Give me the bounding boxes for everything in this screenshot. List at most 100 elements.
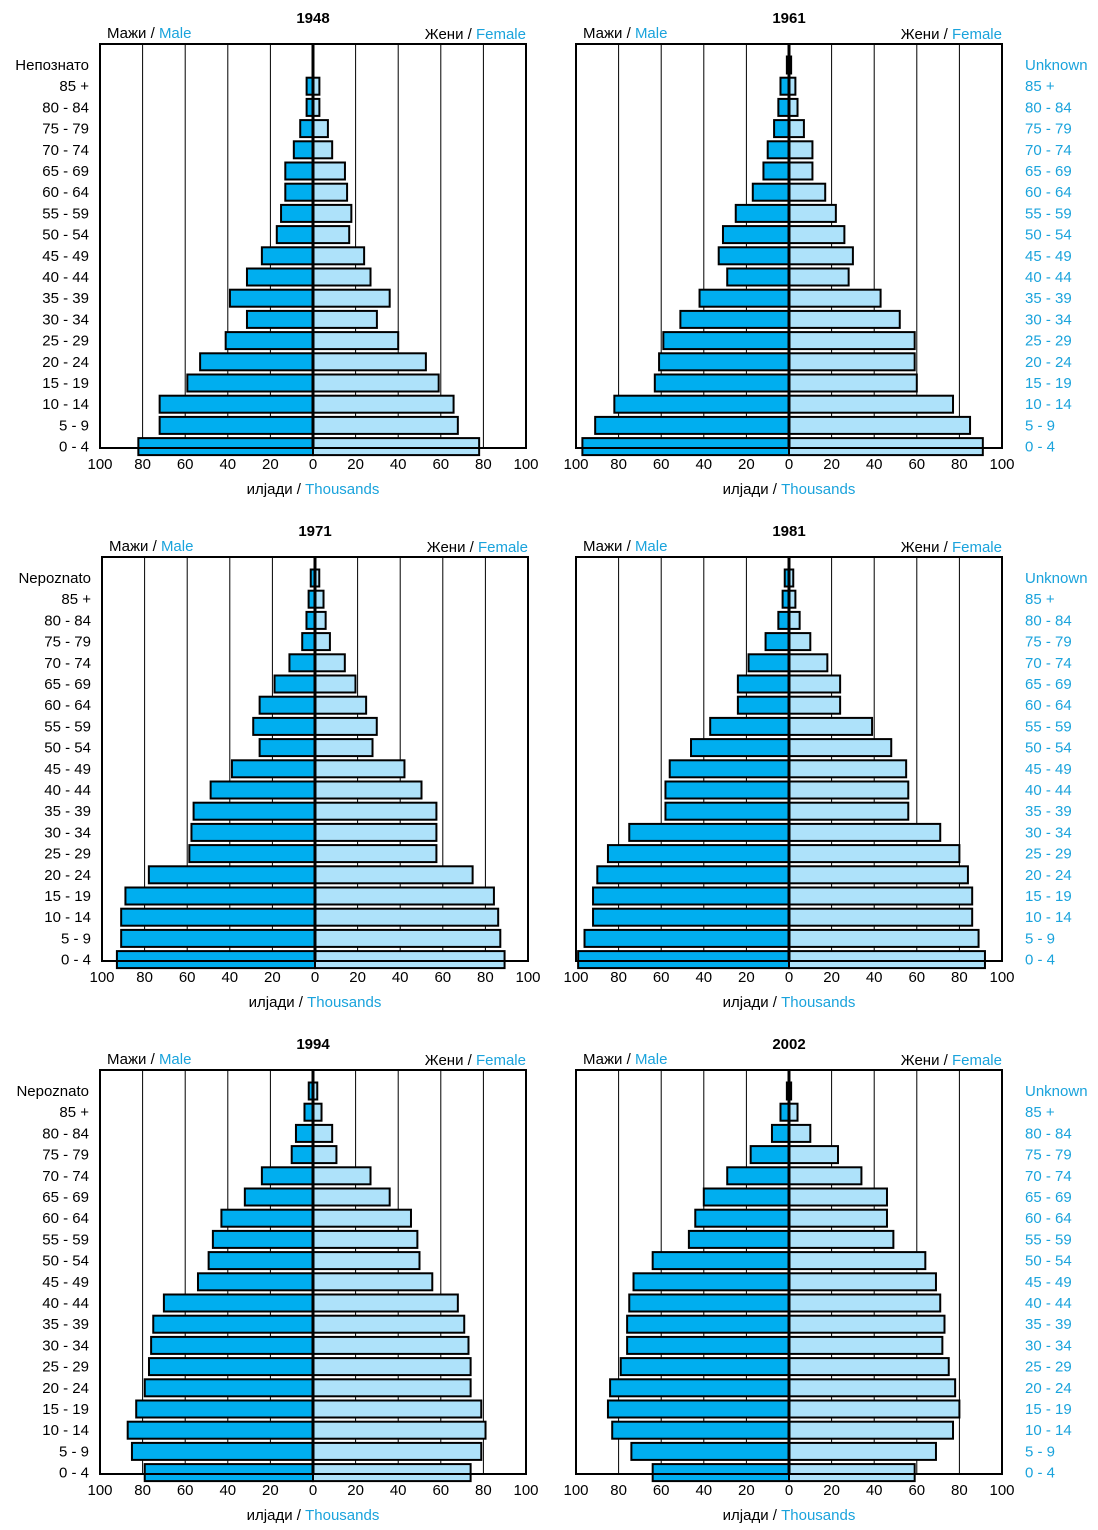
plot-frame-2	[101, 556, 529, 962]
female-bar-4-4	[312, 1166, 372, 1186]
plot-frame-0	[99, 43, 527, 449]
male-bar-0-16	[158, 394, 314, 414]
female-bar-3-2	[788, 610, 801, 630]
age-label-4-18: 0 - 4	[59, 1465, 89, 1482]
male-bar-5-2	[770, 1123, 791, 1143]
female-bar-5-8	[788, 1251, 927, 1271]
female-header-2: Жени / Female	[427, 539, 528, 556]
age-label-3-6: 60 - 64	[1025, 697, 1072, 714]
male-bar-2-15	[124, 886, 317, 906]
age-label-0-5: 65 - 69	[42, 163, 89, 180]
age-label-2-8: 50 - 54	[44, 740, 91, 757]
tick-label-3-0: 100	[563, 969, 588, 986]
age-label-5-1: 85 +	[1025, 1104, 1055, 1121]
female-bar-5-17	[788, 1441, 937, 1461]
tick-label-4-3: 40	[219, 1482, 236, 1499]
age-label-5-8: 50 - 54	[1025, 1253, 1072, 1270]
male-bar-1-14	[658, 352, 790, 372]
male-bar-0-12	[245, 309, 314, 329]
age-label-3-15: 15 - 19	[1025, 888, 1072, 905]
female-bar-2-8	[314, 738, 374, 758]
age-label-4-6: 60 - 64	[42, 1210, 89, 1227]
male-bar-4-8	[207, 1251, 315, 1271]
age-label-4-0: Nepoznato	[16, 1083, 89, 1100]
tick-label-0-9: 80	[475, 456, 492, 473]
male-bar-1-7	[734, 203, 790, 223]
plot-frame-3	[575, 556, 1003, 962]
female-bar-4-9	[312, 1272, 434, 1292]
female-bar-1-3	[788, 119, 805, 139]
female-header-5: Жени / Female	[901, 1052, 1002, 1069]
male-bar-4-16	[126, 1420, 314, 1440]
female-bar-4-14	[312, 1378, 472, 1398]
female-bar-1-5	[788, 161, 814, 181]
x-axis-label-1: илјади / Thousands	[723, 481, 856, 498]
tick-label-2-0: 100	[89, 969, 114, 986]
age-label-1-7: 55 - 59	[1025, 205, 1072, 222]
age-label-4-4: 70 - 74	[42, 1168, 89, 1185]
tick-label-1-4: 20	[738, 456, 755, 473]
male-header-0: Мажи / Male	[107, 25, 191, 42]
age-label-4-3: 75 - 79	[42, 1147, 89, 1164]
age-label-1-17: 5 - 9	[1025, 417, 1055, 434]
male-bar-2-11	[192, 801, 316, 821]
tick-label-5-2: 60	[653, 1482, 670, 1499]
female-bar-4-3	[312, 1145, 338, 1165]
age-label-4-5: 65 - 69	[42, 1189, 89, 1206]
age-label-0-0: Непознато	[15, 57, 89, 74]
age-label-3-4: 70 - 74	[1025, 655, 1072, 672]
age-label-1-13: 25 - 29	[1025, 333, 1072, 350]
female-header-1: Жени / Female	[901, 26, 1002, 43]
female-bar-2-4	[314, 653, 346, 673]
male-bar-1-6	[751, 182, 790, 202]
age-label-5-7: 55 - 59	[1025, 1231, 1072, 1248]
female-header-3: Жени / Female	[901, 539, 1002, 556]
age-label-5-5: 65 - 69	[1025, 1189, 1072, 1206]
tick-label-0-3: 40	[219, 456, 236, 473]
age-label-0-18: 0 - 4	[59, 439, 89, 456]
age-label-4-14: 20 - 24	[42, 1380, 89, 1397]
chart-title-1981: 1981	[772, 523, 805, 540]
age-label-1-4: 70 - 74	[1025, 142, 1072, 159]
male-bar-0-13	[224, 331, 314, 351]
age-label-0-14: 20 - 24	[42, 354, 89, 371]
female-bar-1-9	[788, 246, 854, 266]
age-label-3-3: 75 - 79	[1025, 634, 1072, 651]
chart-title-1948: 1948	[296, 10, 329, 27]
plot-frame-1	[575, 43, 1003, 449]
female-bar-3-15	[788, 886, 974, 906]
male-bar-1-10	[726, 267, 790, 287]
female-bar-3-11	[788, 801, 910, 821]
male-bar-4-5	[243, 1187, 314, 1207]
age-label-0-15: 15 - 19	[42, 375, 89, 392]
male-bar-2-12	[190, 822, 317, 842]
female-bar-0-12	[312, 309, 378, 329]
female-bar-1-16	[788, 394, 955, 414]
age-label-2-4: 70 - 74	[44, 655, 91, 672]
male-bar-2-10	[209, 780, 317, 800]
male-bar-3-8	[690, 738, 791, 758]
male-bar-5-14	[609, 1378, 791, 1398]
tick-label-1-3: 40	[695, 456, 712, 473]
tick-label-3-7: 40	[866, 969, 883, 986]
age-label-3-9: 45 - 49	[1025, 761, 1072, 778]
male-bar-5-6	[694, 1208, 791, 1228]
age-label-3-1: 85 +	[1025, 591, 1055, 608]
female-bar-4-5	[312, 1187, 391, 1207]
female-bar-0-10	[312, 267, 372, 287]
tick-label-4-1: 80	[134, 1482, 151, 1499]
male-bar-1-9	[717, 246, 791, 266]
female-bar-5-4	[788, 1166, 863, 1186]
female-bar-0-3	[312, 119, 329, 139]
female-bar-5-15	[788, 1399, 961, 1419]
male-bar-4-15	[135, 1399, 314, 1419]
tick-label-1-2: 60	[653, 456, 670, 473]
chart-title-2002: 2002	[772, 1036, 805, 1053]
tick-label-1-5: 0	[785, 456, 793, 473]
tick-label-3-1: 80	[610, 969, 627, 986]
female-bar-5-13	[788, 1357, 950, 1377]
female-bar-3-6	[788, 695, 842, 715]
female-bar-5-3	[788, 1145, 839, 1165]
female-bar-1-11	[788, 288, 882, 308]
tick-label-5-8: 60	[908, 1482, 925, 1499]
